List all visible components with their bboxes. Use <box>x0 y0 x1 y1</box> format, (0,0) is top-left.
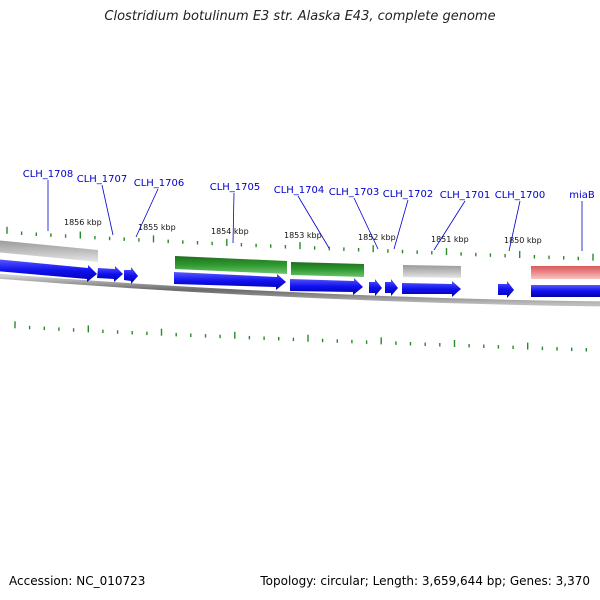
gene-labels: CLH_1708 CLH_1707 CLH_1706 CLH_1705 CLH_… <box>23 169 595 201</box>
gene-label[interactable]: CLH_1701 <box>440 190 491 201</box>
cds-arrow[interactable] <box>498 281 514 298</box>
kbp-label: 1850 kbp <box>504 236 542 245</box>
gene-label[interactable]: miaB <box>569 190 595 201</box>
accession-text: Accession: NC_010723 <box>9 574 146 588</box>
cds-arrow[interactable] <box>124 267 138 284</box>
gene-label[interactable]: CLH_1703 <box>329 187 380 198</box>
gene-label[interactable]: CLH_1705 <box>210 182 261 193</box>
genome-summary-text: Topology: circular; Length: 3,659,644 bp… <box>260 574 590 588</box>
gene-label[interactable]: CLH_1702 <box>383 189 434 200</box>
kbp-label: 1851 kbp <box>431 235 469 244</box>
cds-arrow[interactable] <box>531 285 600 297</box>
leader-line <box>135 188 159 238</box>
map-title: Clostridium botulinum E3 str. Alaska E43… <box>104 9 496 24</box>
gene-label[interactable]: CLH_1706 <box>134 178 185 189</box>
cds-arrow[interactable] <box>369 279 382 296</box>
rna-feature-green[interactable] <box>175 256 287 274</box>
gene-feature-gray[interactable] <box>403 265 461 278</box>
gene-label[interactable]: CLH_1700 <box>495 190 546 201</box>
kbp-labels: 1856 kbp 1855 kbp 1854 kbp 1853 kbp 1852… <box>64 218 542 245</box>
gene-label[interactable]: CLH_1708 <box>23 169 74 180</box>
gene-label[interactable]: CLH_1704 <box>274 185 325 196</box>
cds-arrow[interactable] <box>385 279 398 296</box>
leader-line <box>232 192 235 244</box>
gene-leader-lines <box>47 180 583 252</box>
reverse-strand-track <box>0 240 600 279</box>
cds-arrow[interactable] <box>290 278 363 295</box>
leader-line <box>101 184 114 236</box>
outer-tick-row <box>6 226 594 261</box>
leader-line <box>353 197 379 250</box>
kbp-label: 1856 kbp <box>64 218 102 227</box>
cds-arrow[interactable] <box>402 281 461 297</box>
forward-strand-track <box>0 259 600 298</box>
gene-label[interactable]: CLH_1707 <box>77 174 128 185</box>
leader-line <box>433 200 466 251</box>
pseudogene-feature-pink[interactable] <box>531 266 600 279</box>
kbp-label: 1855 kbp <box>138 223 176 232</box>
kbp-label: 1852 kbp <box>358 233 396 242</box>
leader-line <box>508 200 521 252</box>
cds-arrow[interactable] <box>174 272 286 290</box>
genome-backbone <box>0 273 600 307</box>
cds-arrow[interactable] <box>97 266 123 282</box>
leader-line <box>297 195 330 249</box>
gene-feature-gray[interactable] <box>0 240 98 262</box>
cds-arrow[interactable] <box>0 259 97 282</box>
inner-tick-row <box>14 321 587 352</box>
leader-line <box>393 199 409 250</box>
rna-feature-green[interactable] <box>291 262 364 277</box>
kbp-label: 1854 kbp <box>211 227 249 236</box>
kbp-label: 1853 kbp <box>284 231 322 240</box>
